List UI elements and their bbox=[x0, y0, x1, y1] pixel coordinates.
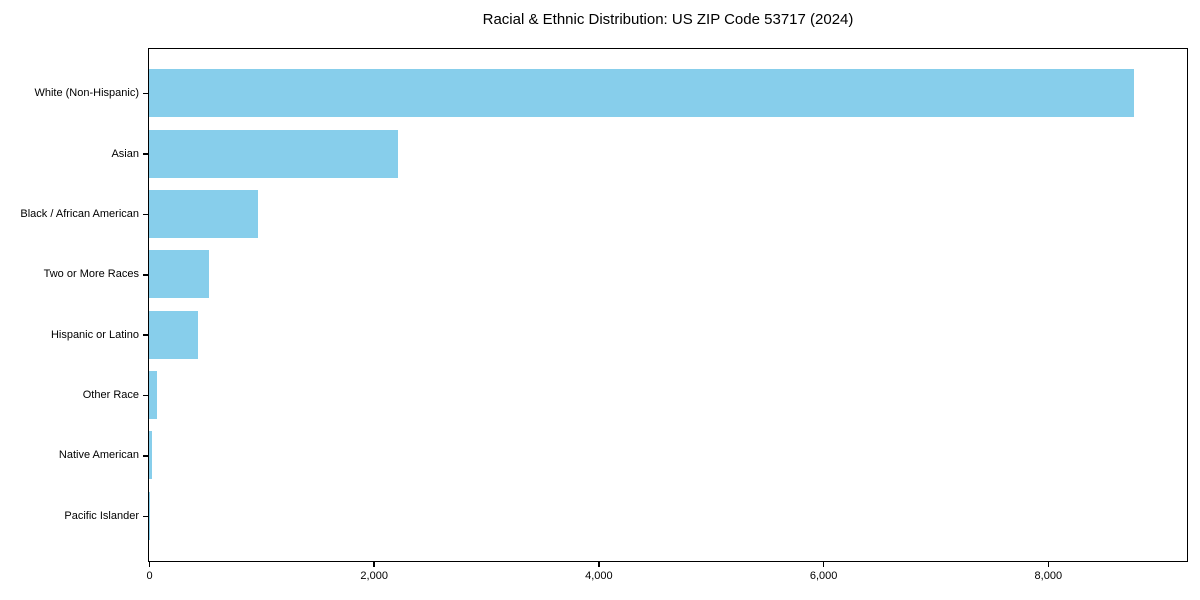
y-tick bbox=[143, 455, 148, 457]
x-tick-label: 4,000 bbox=[585, 570, 613, 582]
y-axis-label: Hispanic or Latino bbox=[50, 328, 139, 341]
x-tick-label: 2,000 bbox=[360, 570, 388, 582]
y-axis-label: Other Race bbox=[82, 389, 139, 402]
bar-asian bbox=[149, 129, 399, 178]
bar-two-or-more-races bbox=[149, 250, 210, 299]
bar-white-non-hispanic bbox=[149, 69, 1135, 118]
y-tick bbox=[143, 334, 148, 336]
y-tick bbox=[143, 153, 148, 155]
y-axis-label: Native American bbox=[58, 449, 139, 462]
y-axis-label: Two or More Races bbox=[43, 268, 139, 281]
bar-pacific-islander bbox=[149, 491, 150, 540]
y-axis-label: Pacific Islander bbox=[64, 509, 139, 522]
x-tick-label: 6,000 bbox=[809, 570, 838, 582]
x-tick-label: 8,000 bbox=[1034, 570, 1063, 582]
bar-other-race bbox=[149, 371, 157, 420]
x-tick bbox=[598, 562, 600, 567]
x-tick bbox=[822, 562, 825, 567]
x-tick bbox=[148, 562, 151, 567]
y-axis-label: White (Non-Hispanic) bbox=[34, 87, 139, 100]
y-tick bbox=[143, 515, 148, 518]
x-tick bbox=[1047, 562, 1050, 567]
y-axis-label: Asian bbox=[111, 147, 139, 160]
chart-title: Racial & Ethnic Distribution: US ZIP Cod… bbox=[482, 11, 854, 28]
y-axis-label: Black / African American bbox=[20, 207, 139, 220]
x-tick bbox=[373, 562, 375, 567]
y-tick bbox=[143, 92, 148, 95]
bar-native-american bbox=[149, 431, 152, 480]
y-tick bbox=[143, 274, 148, 276]
plot-area bbox=[148, 48, 1188, 562]
y-tick bbox=[143, 394, 148, 397]
x-tick-label: 0 bbox=[146, 570, 153, 582]
y-tick bbox=[143, 213, 148, 216]
bar-hispanic-or-latino bbox=[149, 310, 198, 359]
bar-black-african-american bbox=[149, 189, 258, 238]
